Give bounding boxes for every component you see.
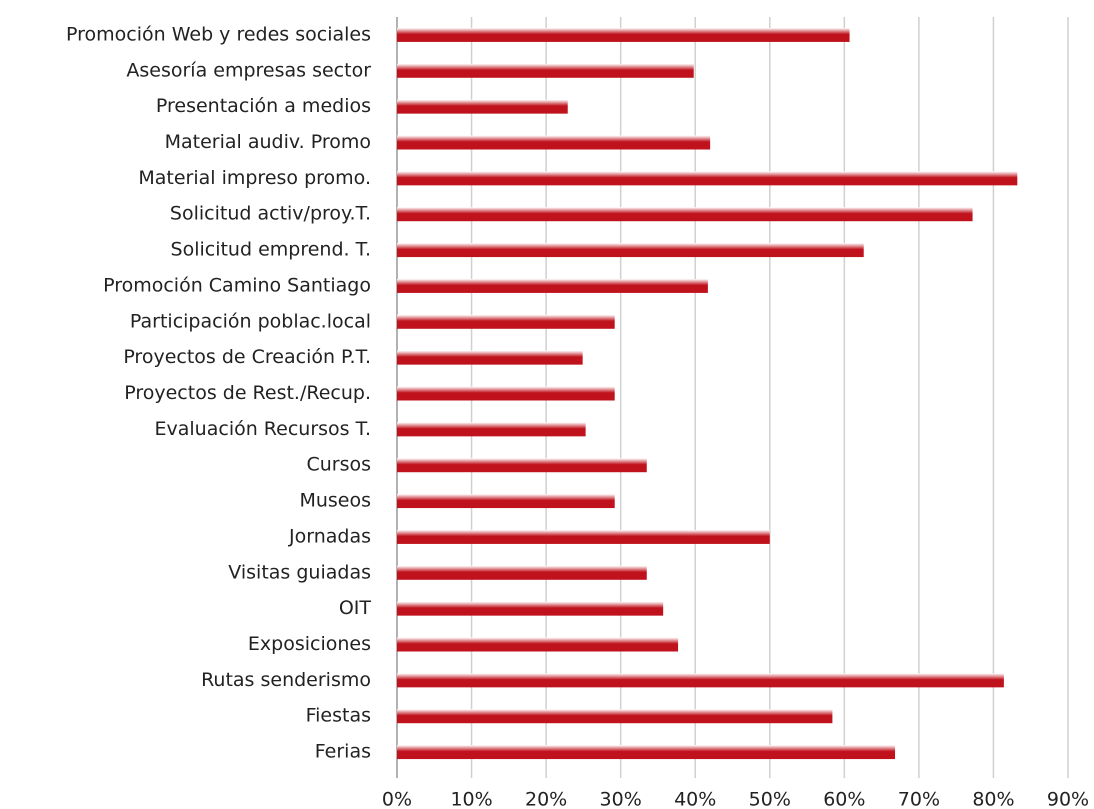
- bar: [397, 709, 833, 724]
- x-tick-label: 10%: [450, 789, 492, 809]
- bar: [397, 386, 615, 401]
- bar: [397, 27, 850, 42]
- y-tick-label: Promoción Camino Santiago: [103, 274, 371, 296]
- y-tick-label: Proyectos de Creación P.T.: [123, 346, 371, 368]
- bar: [397, 207, 973, 222]
- x-tick-label: 0%: [382, 789, 412, 809]
- y-tick-label: Visitas guiadas: [228, 561, 371, 583]
- x-tick-label: 80%: [972, 789, 1014, 809]
- bar: [397, 278, 708, 293]
- y-tick-label: Solicitud emprend. T.: [171, 239, 371, 261]
- bar: [397, 494, 615, 509]
- y-tick-label: Asesoría empresas sector: [126, 59, 371, 81]
- x-tick-label: 20%: [525, 789, 567, 809]
- bar: [397, 565, 647, 580]
- bar: [397, 243, 864, 258]
- y-tick-label: Proyectos de Rest./Recup.: [124, 382, 371, 404]
- bar: [397, 171, 1018, 186]
- bar: [397, 63, 694, 78]
- y-tick-label: Ferias: [315, 741, 371, 763]
- y-tick-label: Evaluación Recursos T.: [155, 418, 371, 440]
- bar: [397, 99, 568, 114]
- y-tick-label: Material impreso promo.: [138, 167, 371, 189]
- y-tick-label: Solicitud activ/proy.T.: [170, 203, 371, 225]
- bar: [397, 135, 711, 150]
- x-tick-label: 90%: [1047, 789, 1089, 809]
- y-tick-label: Jornadas: [288, 525, 371, 547]
- y-tick-label: Exposiciones: [248, 633, 371, 655]
- x-tick-label: 40%: [674, 789, 716, 809]
- bar: [397, 637, 679, 652]
- bar: [397, 673, 1004, 688]
- bar: [397, 601, 664, 616]
- bar: [397, 422, 586, 437]
- y-tick-label: Cursos: [306, 454, 371, 476]
- bar: [397, 350, 583, 365]
- x-tick-label: 30%: [600, 789, 642, 809]
- y-tick-label: Rutas senderismo: [201, 669, 371, 691]
- x-tick-label: 60%: [823, 789, 865, 809]
- x-tick-label: 70%: [898, 789, 940, 809]
- bar: [397, 458, 647, 473]
- y-tick-label: Presentación a medios: [156, 95, 371, 117]
- y-tick-label: Promoción Web y redes sociales: [66, 23, 371, 45]
- bar: [397, 314, 615, 329]
- y-tick-label: Participación poblac.local: [130, 310, 371, 332]
- y-tick-label: Material audiv. Promo: [165, 131, 371, 153]
- y-tick-label: Fiestas: [306, 705, 371, 727]
- bar: [397, 529, 770, 544]
- y-tick-label: OIT: [339, 597, 372, 619]
- bar: [397, 745, 896, 760]
- y-tick-label: Museos: [299, 490, 371, 512]
- x-tick-label: 50%: [749, 789, 791, 809]
